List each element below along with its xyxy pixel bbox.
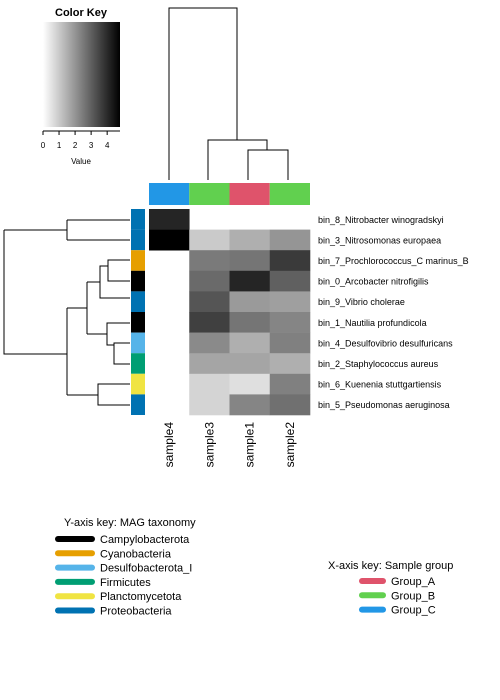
- row-label: bin_4_Desulfovibrio desulfuricans: [318, 338, 453, 348]
- y-legend-label: Proteobacteria: [100, 606, 172, 618]
- x-legend-items: Group_A Group_B Group_C: [359, 576, 436, 617]
- row-label: bin_5_Pseudomonas aeruginosa: [318, 400, 450, 410]
- heatmap-cell: [229, 394, 271, 416]
- heatmap-cell: [189, 332, 230, 354]
- y-legend-label: Campylobacterota: [100, 534, 190, 546]
- heatmap-cell: [229, 229, 271, 251]
- color-key: Color Key 0 1 2 3 4 Value: [41, 7, 120, 166]
- x-legend-label: Group_B: [391, 590, 435, 602]
- y-legend-label: Planctomycetota: [100, 591, 182, 603]
- row-label: bin_9_Vibrio cholerae: [318, 297, 405, 307]
- heatmap-cell: [189, 270, 230, 292]
- column-label: sample4: [162, 422, 176, 468]
- heatmap-cell: [229, 291, 271, 313]
- heatmap-cell: [189, 312, 230, 333]
- heatmap-cell: [229, 373, 271, 395]
- heatmap-cell: [269, 250, 311, 272]
- row-taxonomy-color: [131, 291, 145, 312]
- heatmap-cell: [189, 229, 230, 251]
- x-legend-label: Group_C: [391, 605, 436, 617]
- row-taxonomy-color: [131, 353, 145, 374]
- y-legend-label: Firmicutes: [100, 577, 151, 589]
- row-label: bin_2_Staphylococcus aureus: [318, 359, 439, 369]
- column-group-color: [269, 183, 310, 205]
- color-key-tick-label: 1: [57, 141, 62, 150]
- y-legend-label: Cyanobacteria: [100, 548, 172, 560]
- row-label: bin_7_Prochlorococcus_C marinus_B: [318, 256, 469, 266]
- heatmap-cell: [269, 229, 311, 251]
- heatmap-cell: [189, 291, 230, 313]
- row-side-colors: [131, 209, 145, 415]
- heatmap-cell: [149, 209, 190, 230]
- heatmap-cell: [269, 332, 311, 354]
- color-key-gradient: [43, 22, 120, 127]
- heatmap-cell: [269, 394, 311, 416]
- color-key-tick-label: 0: [41, 141, 46, 150]
- row-dendrogram: [3, 219, 130, 406]
- color-key-tick-label: 2: [73, 141, 78, 150]
- row-taxonomy-color: [131, 332, 145, 354]
- y-axis-legend: Y-axis key: MAG taxonomy Campylobacterot…: [55, 517, 196, 618]
- column-label: sample3: [202, 422, 216, 468]
- heatmap-cell: [189, 373, 230, 395]
- row-label: bin_0_Arcobacter nitrofigilis: [318, 277, 429, 287]
- y-legend-title: Y-axis key: MAG taxonomy: [64, 517, 196, 529]
- heatmap-cell: [149, 229, 190, 251]
- heatmap-cell: [189, 394, 230, 416]
- row-labels: bin_8_Nitrobacter winogradskyi bin_3_Nitr…: [318, 215, 469, 410]
- row-taxonomy-color: [131, 250, 145, 271]
- column-group-color: [229, 183, 270, 205]
- y-legend-label: Desulfobacterota_I: [100, 563, 192, 575]
- row-label: bin_6_Kuenenia stuttgartiensis: [318, 380, 442, 390]
- color-key-tick-label: 3: [89, 141, 94, 150]
- heatmap-cell: [189, 250, 230, 272]
- color-key-title: Color Key: [55, 7, 108, 19]
- column-label: sample2: [283, 422, 297, 468]
- row-label: bin_8_Nitrobacter winogradskyi: [318, 215, 444, 225]
- row-taxonomy-color: [131, 270, 145, 292]
- heatmap-cell: [229, 353, 271, 375]
- row-taxonomy-color: [131, 312, 145, 333]
- x-axis-legend: X-axis key: Sample group Group_AGroup_BG…: [328, 560, 453, 617]
- column-labels: sample4 sample3 sample1 sample2: [162, 422, 297, 468]
- row-taxonomy-color: [131, 373, 145, 395]
- column-group-color: [189, 183, 230, 205]
- color-key-tick-label: 4: [105, 141, 110, 150]
- column-side-colors: [149, 183, 310, 205]
- row-taxonomy-color: [131, 394, 145, 415]
- column-label: sample1: [243, 422, 257, 468]
- color-key-xlabel: Value: [71, 157, 91, 166]
- heatmap-cell: [269, 312, 311, 333]
- heatmap-cell: [269, 373, 311, 395]
- heatmap-cell: [229, 250, 271, 272]
- column-dendrogram: [168, 7, 289, 180]
- row-label: bin_1_Nautilia profundicola: [318, 318, 427, 328]
- row-taxonomy-color: [131, 229, 145, 251]
- x-legend-title: X-axis key: Sample group: [328, 560, 453, 572]
- y-legend-items: Campylobacterota Cyanobacteria Desulfobact…: [55, 534, 192, 618]
- row-taxonomy-color: [131, 209, 145, 230]
- heatmap-cell: [269, 291, 311, 313]
- heatmap-cell: [229, 332, 271, 354]
- x-legend-label: Group_A: [391, 576, 436, 588]
- heatmap-cell: [269, 353, 311, 375]
- heatmap-cell: [269, 270, 311, 292]
- heatmap-cell: [229, 270, 271, 292]
- column-group-color: [149, 183, 190, 205]
- heatmap-cells: [149, 209, 311, 416]
- heatmap-cell: [229, 312, 271, 333]
- row-label: bin_3_Nitrosomonas europaea: [318, 235, 441, 245]
- heatmap-cell: [189, 353, 230, 375]
- color-key-ticks: 0 1 2 3 4: [41, 131, 110, 150]
